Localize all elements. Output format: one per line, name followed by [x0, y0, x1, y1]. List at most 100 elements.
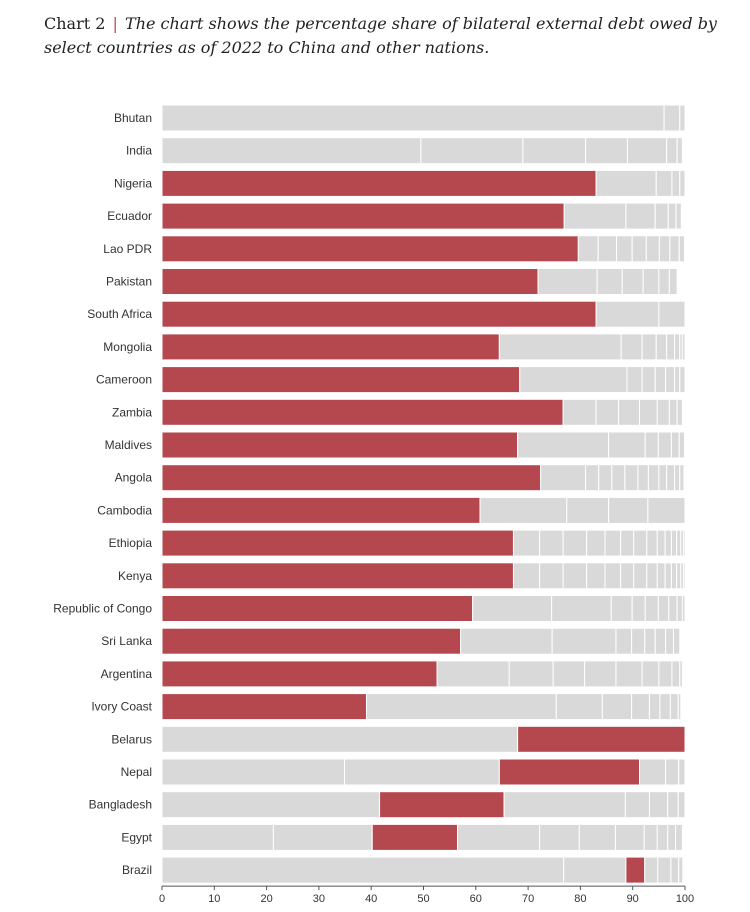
bar-segment-other [566, 496, 610, 524]
category-label: Cambodia [97, 503, 152, 517]
bar-segment-other [676, 529, 682, 557]
bar-segment-other [664, 562, 672, 590]
bar-segment-other [551, 627, 617, 655]
bar-row: Bhutan [114, 104, 686, 132]
bar-segment-other [633, 529, 648, 557]
bar-segment-other [562, 562, 588, 590]
bar-row: Cambodia [97, 496, 686, 524]
bar-row: Republic of Congo [53, 595, 686, 622]
bar-row: Cameroon [96, 366, 686, 394]
bar-segment-other [656, 823, 669, 851]
bar-segment-other [663, 104, 681, 132]
bar-segment-other [656, 398, 670, 426]
x-tick-label: 10 [208, 893, 220, 905]
category-label: Maldives [105, 438, 152, 452]
bar-row: Belarus [111, 725, 686, 753]
category-label: Brazil [122, 863, 152, 877]
x-tick-label: 40 [365, 893, 377, 905]
bar-segment-china [161, 235, 579, 263]
bar-row: Maldives [105, 431, 685, 459]
bar-segment-other [644, 627, 656, 655]
bar-segment-other [624, 464, 639, 492]
bar-segment-other [646, 562, 658, 590]
bar-segment-other [539, 823, 580, 851]
bar-segment-other [659, 693, 671, 721]
bar-segment-other [578, 823, 616, 851]
bar-segment-other [631, 595, 646, 622]
bar-segment-other [596, 268, 623, 295]
bar-segment-other [539, 562, 564, 590]
bar-segment-other [675, 202, 682, 230]
bar-segment-other [671, 660, 681, 688]
bar-segment-other [670, 856, 680, 884]
category-label: Bhutan [114, 111, 152, 125]
bar-segment-other [597, 235, 617, 263]
bar-segment-other [498, 333, 622, 361]
bar-segment-other [608, 496, 649, 524]
bar-segment-other [646, 529, 658, 557]
x-tick-label: 80 [574, 893, 586, 905]
bar-segment-other [624, 791, 650, 819]
bar-row: Pakistan [106, 268, 678, 295]
bar-segment-other [618, 398, 641, 426]
bar-segment-other [647, 496, 686, 524]
bar-segment-other [670, 562, 678, 590]
bar-segment-other [668, 268, 678, 295]
bar-segment-other [631, 627, 646, 655]
category-label: Bangladesh [89, 798, 152, 812]
bar-segment-other [577, 235, 599, 263]
bar-segment-other [563, 202, 627, 230]
x-tick-label: 90 [627, 893, 639, 905]
bar-segment-other [595, 398, 620, 426]
bar-segment-other [672, 627, 681, 655]
bar-segment-other [674, 366, 681, 394]
bar-segment-other [508, 660, 554, 688]
bar-segment-other [678, 758, 686, 786]
bar-segment-other [614, 823, 645, 851]
bar-row: Ethiopia [109, 529, 686, 557]
category-label: Republic of Congo [53, 602, 152, 616]
x-tick-label: 70 [522, 893, 534, 905]
bar-segment-other [644, 595, 659, 622]
bar-segment-china [161, 366, 521, 394]
bar-segment-other [639, 398, 658, 426]
bar-segment-other [272, 823, 373, 851]
bar-segment-other [620, 562, 635, 590]
bar-segment-other [615, 627, 633, 655]
bar-segment-other [595, 300, 660, 328]
bar-segment-other [644, 856, 659, 884]
bar-segment-china [498, 758, 640, 786]
bar-segment-other [679, 169, 686, 197]
bar-segment-other [608, 431, 646, 459]
bar-segment-china [161, 268, 539, 295]
bar-segment-other [678, 235, 685, 263]
category-label: Sri Lanka [101, 634, 152, 648]
bar-row: Egypt [121, 823, 683, 851]
bar-segment-other [665, 627, 675, 655]
bar-row: India [126, 137, 683, 165]
bar-segment-other [522, 137, 587, 165]
bar-segment-other [666, 333, 676, 361]
bar-segment-other [677, 791, 686, 819]
bar-segment-china [161, 627, 462, 655]
bar-segment-other [517, 431, 610, 459]
bar-segment-china [517, 725, 686, 753]
bar-segment-other [682, 529, 686, 557]
bar-segment-other [667, 202, 677, 230]
chart-caption: Chart 2 | The chart shows the percentage… [44, 12, 724, 60]
bar-segment-other [668, 595, 678, 622]
category-label: Ecuador [107, 209, 152, 223]
bar-row: Angola [115, 464, 686, 492]
bar-segment-other [503, 791, 626, 819]
bar-segment-other [610, 595, 633, 622]
bar-segment-other [665, 366, 676, 394]
bar-segment-other [620, 333, 643, 361]
bar-segment-china [161, 202, 565, 230]
category-label: Nepal [121, 765, 152, 779]
bar-segment-other [611, 464, 626, 492]
bar-segment-other [676, 562, 682, 590]
bar-segment-other [604, 562, 622, 590]
category-label: Kenya [118, 569, 152, 583]
bar-segment-other [656, 562, 666, 590]
